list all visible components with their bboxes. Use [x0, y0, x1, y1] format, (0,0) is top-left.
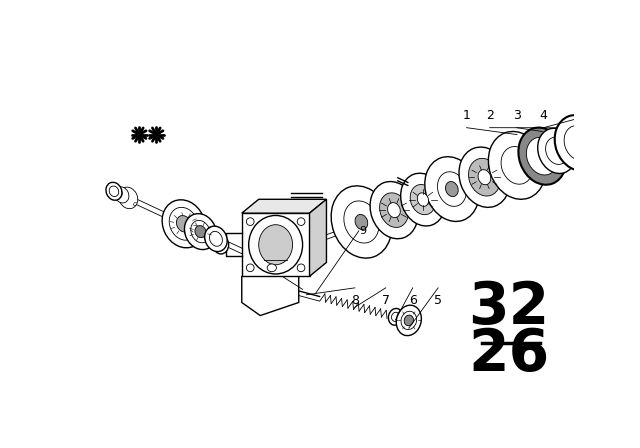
Ellipse shape — [425, 157, 479, 221]
Ellipse shape — [459, 147, 510, 207]
Ellipse shape — [191, 220, 210, 243]
Ellipse shape — [538, 128, 576, 173]
Ellipse shape — [417, 193, 429, 207]
Polygon shape — [242, 213, 310, 276]
Ellipse shape — [106, 182, 122, 200]
Ellipse shape — [109, 186, 118, 197]
Ellipse shape — [501, 146, 533, 184]
Ellipse shape — [331, 186, 392, 258]
Ellipse shape — [162, 200, 205, 248]
Ellipse shape — [267, 264, 276, 271]
Ellipse shape — [404, 315, 413, 326]
Ellipse shape — [217, 240, 225, 250]
Ellipse shape — [115, 187, 129, 203]
Ellipse shape — [488, 131, 545, 199]
Ellipse shape — [259, 225, 292, 265]
Text: c: c — [133, 201, 137, 207]
Ellipse shape — [388, 202, 401, 218]
Ellipse shape — [468, 159, 500, 196]
Ellipse shape — [118, 187, 138, 209]
Ellipse shape — [445, 181, 458, 197]
Ellipse shape — [396, 305, 421, 336]
Ellipse shape — [111, 186, 122, 199]
Ellipse shape — [246, 218, 254, 225]
Text: 2: 2 — [486, 108, 493, 121]
Ellipse shape — [555, 115, 602, 171]
Text: 4: 4 — [540, 108, 548, 121]
Ellipse shape — [392, 312, 399, 321]
Ellipse shape — [169, 207, 198, 240]
Ellipse shape — [297, 218, 305, 225]
Polygon shape — [242, 276, 299, 315]
Ellipse shape — [380, 193, 408, 228]
Ellipse shape — [195, 226, 206, 237]
Ellipse shape — [526, 137, 558, 175]
Text: 26: 26 — [468, 326, 550, 383]
Ellipse shape — [438, 172, 466, 207]
Text: 7: 7 — [381, 294, 390, 307]
Ellipse shape — [410, 185, 436, 215]
Text: 5: 5 — [434, 294, 442, 307]
Ellipse shape — [213, 236, 228, 254]
Ellipse shape — [209, 231, 223, 246]
Ellipse shape — [388, 309, 403, 325]
Text: 1: 1 — [463, 108, 470, 121]
Ellipse shape — [355, 215, 368, 229]
Text: 3: 3 — [513, 108, 520, 121]
Ellipse shape — [205, 226, 227, 251]
Polygon shape — [242, 199, 326, 213]
Ellipse shape — [297, 264, 305, 271]
Text: 32: 32 — [468, 280, 550, 336]
Ellipse shape — [246, 264, 254, 271]
Ellipse shape — [177, 215, 191, 232]
Text: 9: 9 — [359, 226, 366, 236]
Ellipse shape — [564, 126, 593, 160]
Ellipse shape — [401, 173, 445, 226]
Ellipse shape — [249, 215, 303, 274]
Ellipse shape — [401, 311, 417, 330]
Ellipse shape — [478, 170, 491, 185]
Polygon shape — [310, 199, 326, 276]
Ellipse shape — [545, 138, 568, 164]
Text: 6: 6 — [409, 294, 417, 307]
Ellipse shape — [344, 201, 379, 243]
Ellipse shape — [184, 214, 216, 250]
Ellipse shape — [518, 128, 566, 185]
Ellipse shape — [370, 181, 418, 239]
Text: 8: 8 — [351, 294, 359, 307]
